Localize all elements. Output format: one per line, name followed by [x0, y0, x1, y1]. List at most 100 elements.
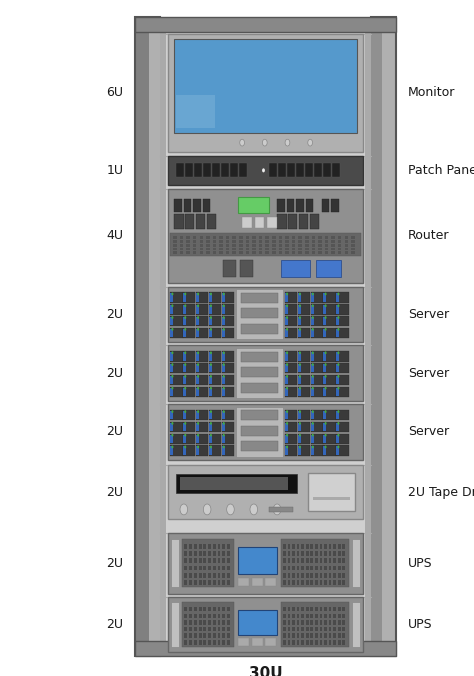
Bar [227, 627, 230, 631]
Circle shape [197, 304, 199, 307]
Bar [323, 423, 327, 431]
Text: 6U: 6U [106, 87, 123, 99]
Bar [196, 433, 208, 444]
Circle shape [227, 504, 234, 515]
Bar [221, 375, 234, 385]
Bar [311, 237, 315, 239]
Text: 2U: 2U [106, 366, 123, 380]
Bar [292, 244, 295, 247]
Bar [323, 293, 336, 303]
Bar [221, 363, 234, 373]
Text: Monitor: Monitor [408, 87, 455, 99]
Bar [170, 316, 182, 327]
Bar [252, 237, 256, 239]
Bar [213, 558, 216, 563]
Bar [301, 620, 304, 625]
Bar [331, 237, 335, 239]
Bar [184, 580, 187, 585]
Bar [336, 329, 339, 337]
Bar [222, 580, 225, 585]
Bar [218, 544, 220, 548]
Circle shape [172, 316, 173, 319]
Bar [200, 251, 203, 254]
Bar [221, 317, 225, 325]
Bar [196, 411, 199, 419]
Circle shape [184, 387, 186, 389]
Bar [277, 199, 285, 212]
Bar [301, 544, 304, 548]
Bar [238, 638, 249, 646]
Bar [199, 558, 201, 563]
Circle shape [337, 304, 339, 307]
Bar [283, 640, 286, 645]
Bar [310, 293, 323, 303]
Bar [183, 329, 186, 337]
Circle shape [299, 434, 301, 437]
Bar [230, 164, 237, 178]
Circle shape [337, 293, 339, 295]
Bar [194, 551, 197, 556]
Bar [170, 446, 173, 455]
Bar [238, 610, 277, 635]
Bar [180, 237, 183, 239]
Circle shape [184, 328, 186, 331]
Bar [180, 247, 183, 250]
Bar [209, 411, 212, 419]
Bar [209, 306, 212, 314]
Bar [292, 237, 295, 239]
Bar [297, 566, 300, 571]
Bar [285, 293, 297, 303]
Bar [319, 633, 322, 638]
Bar [196, 423, 199, 431]
Bar [342, 580, 345, 585]
Bar [333, 620, 336, 625]
Bar [239, 247, 243, 250]
Bar [227, 580, 230, 585]
Bar [336, 387, 339, 396]
Bar [322, 199, 329, 212]
Bar [208, 573, 211, 578]
Bar [170, 329, 173, 337]
Bar [297, 614, 300, 618]
Bar [285, 422, 297, 432]
Bar [324, 620, 327, 625]
Bar [184, 573, 187, 578]
Bar [209, 435, 212, 443]
Bar [310, 375, 323, 385]
Text: 4U: 4U [106, 229, 123, 243]
Bar [180, 244, 183, 247]
Bar [305, 251, 309, 254]
Circle shape [210, 387, 212, 389]
Bar [285, 237, 289, 239]
Bar [310, 376, 314, 384]
Circle shape [312, 352, 314, 354]
Bar [319, 551, 322, 556]
Bar [319, 614, 322, 618]
Circle shape [197, 422, 199, 425]
Bar [171, 602, 179, 647]
Bar [272, 247, 275, 250]
Bar [313, 497, 350, 500]
Bar [170, 317, 173, 325]
Bar [269, 507, 292, 512]
Bar [168, 597, 363, 652]
Circle shape [325, 293, 327, 295]
Bar [336, 293, 339, 301]
Bar [323, 293, 327, 301]
Bar [189, 614, 192, 618]
Bar [310, 573, 313, 578]
Bar [213, 544, 216, 548]
Bar [292, 640, 295, 645]
Bar [209, 423, 212, 431]
Bar [236, 407, 283, 457]
Bar [170, 293, 173, 301]
Bar [338, 251, 341, 254]
Bar [328, 580, 331, 585]
Circle shape [197, 363, 199, 366]
Bar [323, 410, 336, 420]
Bar [246, 244, 249, 247]
Bar [301, 640, 304, 645]
Bar [203, 627, 206, 631]
Bar [342, 614, 345, 618]
Bar [333, 580, 336, 585]
